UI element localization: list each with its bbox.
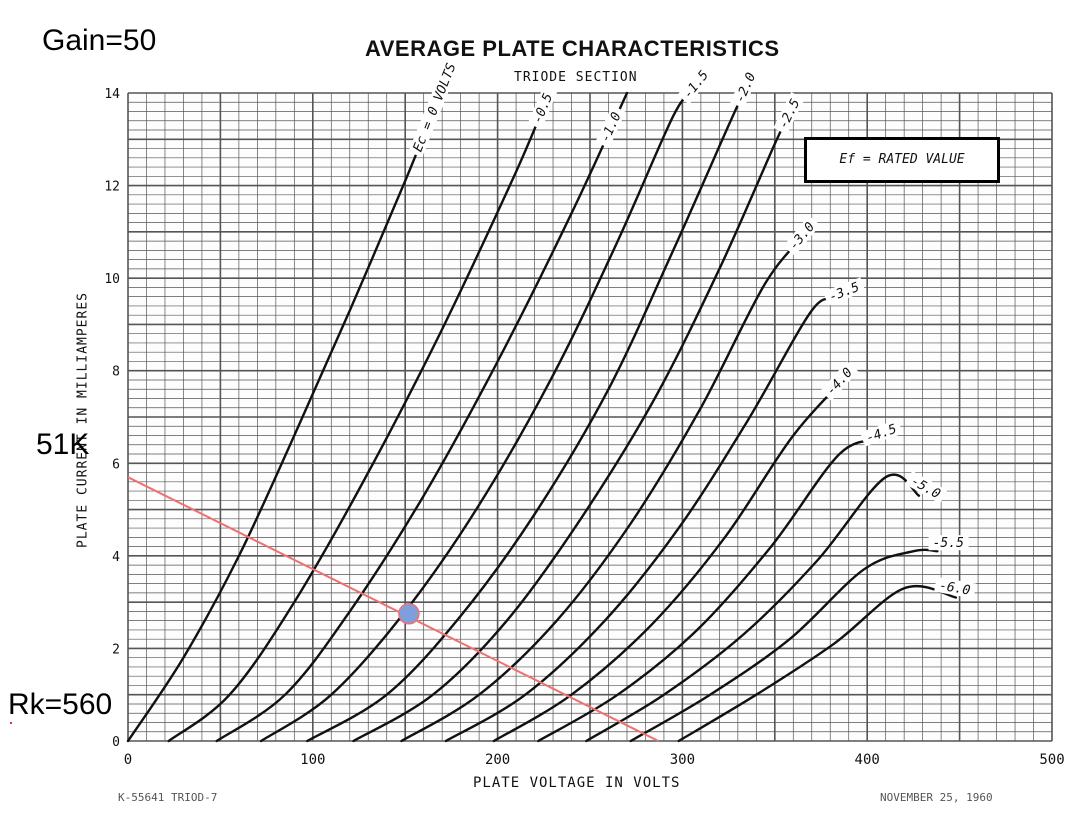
chart-subtitle: TRIODE SECTION bbox=[514, 70, 638, 85]
curve-label-background bbox=[677, 63, 715, 105]
curve-series bbox=[677, 585, 958, 743]
x-tick-label: 200 bbox=[485, 752, 510, 768]
operating-point bbox=[398, 602, 420, 625]
gain-annotation: Gain=50 bbox=[42, 24, 157, 57]
curve-series bbox=[400, 230, 810, 743]
cathode-resistor-annotation: Rk=560 bbox=[8, 688, 113, 724]
y-tick-label: 6 bbox=[112, 457, 120, 472]
curve-label-background bbox=[905, 470, 948, 504]
curve-series bbox=[537, 438, 882, 743]
y-tick-label: 8 bbox=[112, 365, 120, 380]
filament-legend-box: Ef = RATED VALUE bbox=[804, 137, 1000, 183]
curve-series bbox=[306, 91, 745, 743]
y-tick-label: 10 bbox=[104, 272, 120, 287]
x-tick-label: 0 bbox=[124, 752, 132, 768]
x-tick-label: 300 bbox=[670, 752, 695, 768]
curve-series bbox=[167, 91, 551, 743]
curve-series bbox=[126, 110, 435, 743]
y-axis-label: PLATE CURRENT IN MILLIAMPERES bbox=[75, 292, 91, 548]
x-tick-label: 100 bbox=[300, 752, 325, 768]
curve-series bbox=[215, 91, 629, 743]
curve-label-background bbox=[730, 65, 761, 109]
y-tick-label: 2 bbox=[112, 642, 120, 657]
spellcheck-underline bbox=[10, 718, 13, 724]
curve-label-background bbox=[928, 535, 969, 551]
load-line bbox=[127, 476, 659, 742]
curve-label-background bbox=[822, 277, 866, 306]
cathode-resistor-text: Rk=560 bbox=[8, 688, 113, 721]
y-tick-label: 4 bbox=[112, 550, 120, 565]
curve-label-group: -5.5 bbox=[928, 535, 969, 551]
footer-left-text: K-55641 TRIOD-7 bbox=[118, 791, 218, 804]
curve-label-background bbox=[860, 419, 903, 447]
curve-series bbox=[259, 91, 693, 743]
curve-label-background bbox=[783, 215, 821, 256]
x-axis-label: PLATE VOLTAGE IN VOLTS bbox=[473, 775, 681, 791]
curve-label-background bbox=[934, 576, 977, 599]
curve-series bbox=[629, 548, 939, 743]
curve-label-group: -6.0 bbox=[934, 576, 977, 599]
y-tick-label: 0 bbox=[112, 735, 120, 750]
curve-label-background bbox=[408, 55, 461, 158]
curve-label-background bbox=[527, 86, 558, 130]
x-tick-label: 400 bbox=[855, 752, 880, 768]
x-tick-label: 500 bbox=[1039, 752, 1064, 768]
y-tick-label: 12 bbox=[104, 180, 120, 195]
curve-series bbox=[444, 297, 837, 743]
curve-label-background bbox=[773, 92, 805, 135]
curve-label-background bbox=[595, 105, 626, 149]
chart-title: AVERAGE PLATE CHARACTERISTICS bbox=[365, 36, 780, 61]
curve-label: -5.5 bbox=[933, 536, 964, 551]
load-resistor-annotation: 51K bbox=[36, 428, 90, 461]
curve-label-background bbox=[820, 361, 859, 401]
y-tick-label: 14 bbox=[104, 87, 120, 102]
curve-label: -6.0 bbox=[938, 578, 972, 598]
footer-right-text: NOVEMBER 25, 1960 bbox=[880, 791, 993, 804]
curve-series bbox=[352, 124, 786, 743]
curve-series bbox=[585, 473, 921, 743]
